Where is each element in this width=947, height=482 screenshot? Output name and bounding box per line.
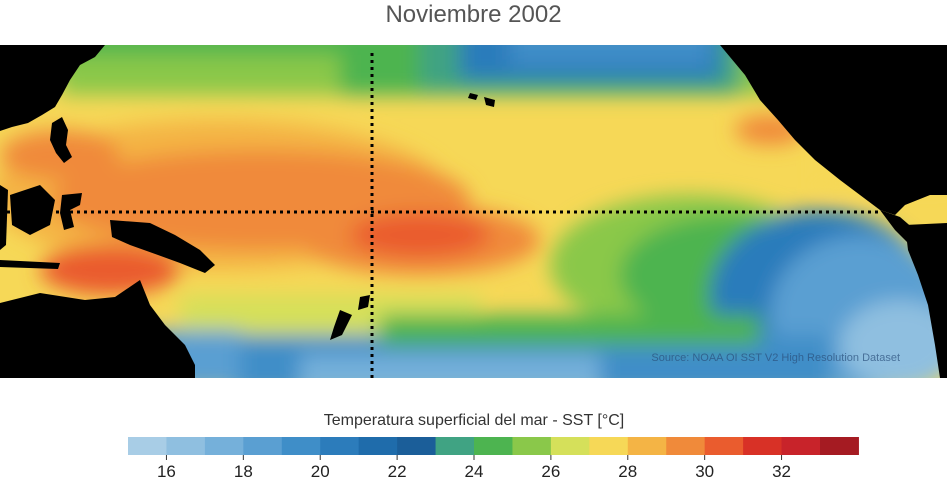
colorbar-swatch: [204, 437, 244, 455]
land-masses: [0, 45, 947, 378]
attribution-text: Source: NOAA OI SST V2 High Resolution D…: [651, 352, 900, 364]
colorbar-swatch: [589, 437, 629, 455]
colorbar-tick-label: 24: [464, 462, 484, 481]
colorbar-swatch: [704, 437, 744, 455]
colorbar-swatch: [243, 437, 283, 455]
colorbar-tick-label: 32: [772, 462, 791, 481]
colorbar-swatch: [397, 437, 437, 455]
colorbar-swatch: [128, 437, 167, 455]
colorbar: [128, 437, 859, 460]
colorbar-tick-label: 22: [387, 462, 407, 481]
colorbar-swatch: [627, 437, 667, 455]
colorbar-swatch: [435, 437, 475, 455]
map-title: Noviembre 2002: [385, 1, 562, 28]
colorbar-tick-label: 30: [695, 462, 715, 481]
colorbar-swatch: [781, 437, 821, 455]
colorbar-swatch: [550, 437, 590, 455]
colorbar-swatch: [474, 437, 513, 455]
colorbar-tick-label: 26: [541, 462, 561, 481]
colorbar-swatch: [358, 437, 398, 455]
colorbar-swatch: [320, 437, 360, 455]
colorbar-swatch: [166, 437, 206, 455]
colorbar-swatch: [820, 437, 859, 455]
colorbar-title: Temperatura superficial del mar - SST [°…: [323, 412, 625, 429]
colorbar-swatch: [512, 437, 552, 455]
colorbar-swatch: [666, 437, 706, 455]
colorbar-swatch: [743, 437, 783, 455]
colorbar-tick-label: 16: [156, 462, 176, 481]
sst-map: Source: NOAA OI SST V2 High Resolution D…: [0, 45, 947, 378]
colorbar-swatch: [281, 437, 321, 455]
colorbar-tick-label: 28: [618, 462, 638, 481]
colorbar-tick-label: 18: [233, 462, 253, 481]
colorbar-tick-label: 20: [310, 462, 330, 481]
